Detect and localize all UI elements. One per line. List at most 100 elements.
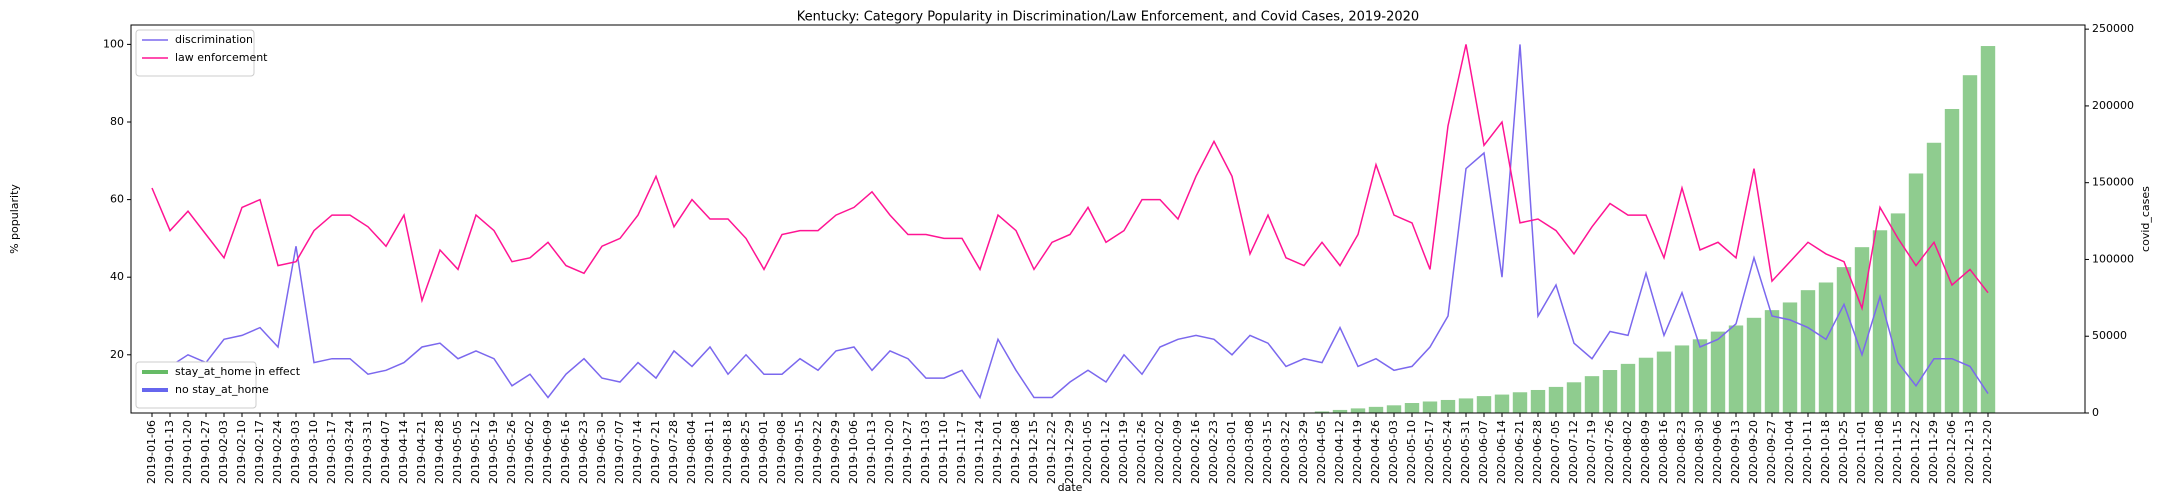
bar [1656,351,1672,413]
bar [1314,411,1330,413]
x-tick-label: 2020-11-08 [1873,420,1886,484]
bar [1746,317,1762,413]
bar [1458,398,1474,413]
x-tick-label: 2019-09-29 [829,420,842,484]
x-tick-label: 2020-05-03 [1387,420,1400,484]
x-tick-label: 2019-08-25 [739,420,752,484]
x-tick-label: 2020-03-29 [1297,420,1310,484]
bar [1890,213,1906,413]
x-tick-label: 2020-02-16 [1189,420,1202,484]
bar [1512,392,1528,413]
x-tick-label: 2019-01-20 [181,420,194,484]
x-tick-label: 2020-11-29 [1927,420,1940,484]
bar [1566,382,1582,413]
x-tick-label: 2019-03-24 [343,420,356,484]
x-axis-label: date [1058,481,1083,494]
bar [1404,403,1420,413]
x-tick-label: 2019-06-09 [541,420,554,484]
bar [1422,401,1438,413]
x-tick-label: 2019-06-23 [577,420,590,484]
x-tick-label: 2020-03-01 [1225,420,1238,484]
bar [1638,357,1654,413]
x-tick-label: 2020-01-12 [1099,420,1112,484]
x-tick-label: 2019-03-17 [325,420,338,484]
legend-label: discrimination [175,33,253,46]
x-tick-label: 2020-07-19 [1585,420,1598,484]
x-tick-label: 2020-12-20 [1981,420,1994,484]
bar [1908,173,1924,413]
x-tick-label: 2020-02-23 [1207,420,1220,484]
x-tick-label: 2019-11-10 [937,420,950,484]
x-tick-label: 2019-09-15 [793,420,806,484]
x-tick-label: 2020-07-05 [1549,420,1562,484]
x-tick-label: 2020-10-25 [1837,420,1850,484]
x-tick-label: 2020-08-30 [1693,420,1706,484]
bar [1710,331,1726,413]
bar [1800,290,1816,413]
x-tick-label: 2019-08-11 [703,420,716,484]
x-tick-label: 2019-07-14 [631,420,644,484]
x-tick-label: 2020-03-15 [1261,420,1274,484]
x-tick-label: 2020-08-02 [1621,420,1634,484]
bar [1944,108,1960,413]
bar [1584,376,1600,413]
x-tick-label: 2020-05-24 [1441,420,1454,484]
legend: stay_at_home in effect no stay_at_home [135,361,301,409]
x-tick-label: 2019-12-08 [1009,420,1022,484]
x-tick-label: 2019-04-28 [433,420,446,484]
x-tick-label: 2019-10-13 [865,420,878,484]
x-tick-label: 2020-06-07 [1477,420,1490,484]
bar [1836,267,1852,413]
x-tick-label: 2019-10-20 [883,420,896,484]
y-tick-label: 60 [110,193,124,206]
x-tick-label: 2019-01-27 [199,420,212,484]
bar [1926,142,1942,413]
x-tick-label: 2020-11-01 [1855,420,1868,484]
x-tick-label: 2019-10-27 [901,420,914,484]
x-tick-label: 2019-05-12 [469,420,482,484]
x-tick-label: 2019-02-03 [217,420,230,484]
x-tick-label: 2020-04-26 [1369,420,1382,484]
line [151,44,1989,400]
y-tick-label: 40 [110,270,124,283]
x-tick-label: 2019-12-22 [1045,420,1058,484]
x-tick-label: 2019-02-17 [253,420,266,484]
x-tick-label: 2019-07-28 [667,420,680,484]
bar [1332,409,1348,413]
x-tick-label: 2019-08-18 [721,420,734,484]
x-tick-label: 2020-11-15 [1891,420,1904,484]
x-tick-label: 2019-04-14 [397,420,410,484]
y-tick-label: 100 [103,37,124,50]
x-tick-label: 2020-04-19 [1351,420,1364,484]
bar [1386,405,1402,413]
x-tick-label: 2020-02-02 [1153,420,1166,484]
legend-label: stay_at_home in effect [175,365,301,378]
x-tick-label: 2020-04-12 [1333,420,1346,484]
x-tick-label: 2020-01-19 [1117,420,1130,484]
x-tick-label: 2020-10-11 [1801,420,1814,484]
x-tick-label: 2020-10-04 [1783,420,1796,484]
y2-axis-label: covid_cases [2139,186,2152,252]
x-tick-label: 2019-10-06 [847,420,860,484]
x-tick-label: 2020-11-22 [1909,420,1922,484]
x-tick-label: 2019-06-16 [559,420,572,484]
x-tick-label: 2020-01-05 [1081,420,1094,484]
x-tick-label: 2020-07-12 [1567,420,1580,484]
legend-label: law enforcement [175,51,268,64]
y2-tick-label: 150000 [2092,176,2134,189]
x-tick-label: 2019-01-06 [145,420,158,484]
bar [1818,282,1834,413]
x-tick-label: 2019-02-10 [235,420,248,484]
x-tick-label: 2019-12-01 [991,420,1004,484]
y2-tick-label: 250000 [2092,22,2134,35]
x-tick-label: 2020-06-14 [1495,420,1508,484]
x-tick-label: 2020-04-05 [1315,420,1328,484]
x-tick-label: 2020-07-26 [1603,420,1616,484]
bar [1854,247,1870,413]
x-tick-label: 2020-09-20 [1747,420,1760,484]
x-tick-label: 2019-04-07 [379,420,392,484]
plot-frame [130,24,2086,414]
chart-title: Kentucky: Category Popularity in Discrim… [797,10,1419,25]
x-tick-label: 2019-11-24 [973,420,986,484]
